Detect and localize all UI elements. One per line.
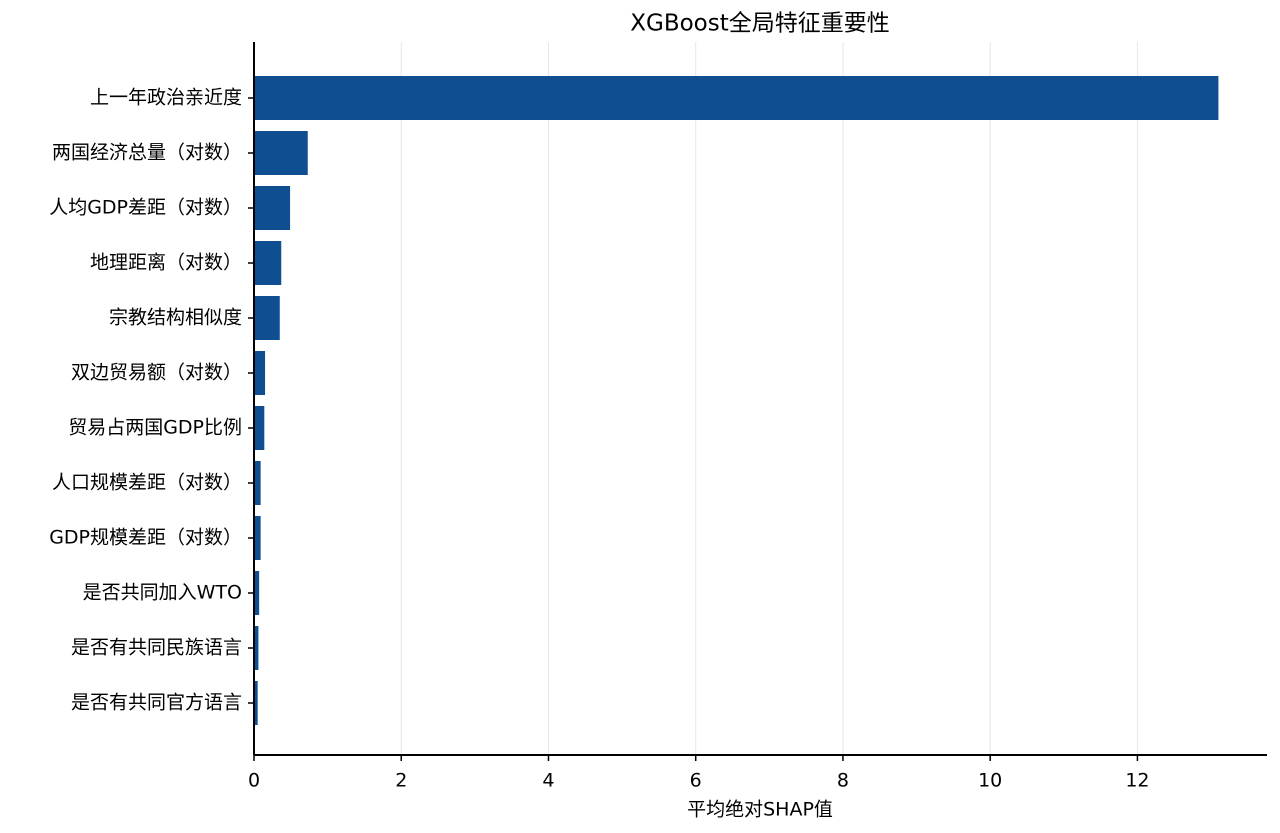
x-tick-label: 10 [978,770,1002,792]
bar [254,131,308,175]
x-tick-label: 6 [690,770,702,792]
bar [254,571,260,615]
y-tick-label: 两国经济总量（对数） [52,142,242,164]
y-tick-label: GDP规模差距（对数） [49,527,242,549]
y-tick-label: 地理距离（对数） [90,252,242,274]
x-tick-label: 12 [1125,770,1149,792]
y-tick-label: 是否有共同民族语言 [71,637,242,659]
y-tick-label: 上一年政治亲近度 [90,87,242,109]
bar [254,241,282,285]
bar [254,516,261,560]
bar [254,76,1219,120]
y-tick-label: 人均GDP差距（对数） [49,197,242,219]
bar [254,351,266,395]
bar [254,626,259,670]
y-tick-label: 贸易占两国GDP比例 [68,417,242,439]
x-tick-label: 2 [395,770,407,792]
x-tick-label: 8 [837,770,849,792]
y-tick-label: 人口规模差距（对数） [52,472,242,494]
x-axis-label: 平均绝对SHAP值 [687,799,833,821]
bar [254,406,265,450]
x-tick-label: 0 [248,770,260,792]
y-tick-label: 双边贸易额（对数） [71,362,242,384]
bar [254,681,258,725]
bar [254,461,261,505]
y-tick-label: 是否有共同官方语言 [71,692,242,714]
chart-title: XGBoost全局特征重要性 [630,11,890,37]
bar [254,186,291,230]
y-tick-label: 是否共同加入WTO [83,582,242,604]
bar [254,296,280,340]
y-tick-label: 宗教结构相似度 [109,307,242,329]
x-tick-label: 4 [542,770,554,792]
